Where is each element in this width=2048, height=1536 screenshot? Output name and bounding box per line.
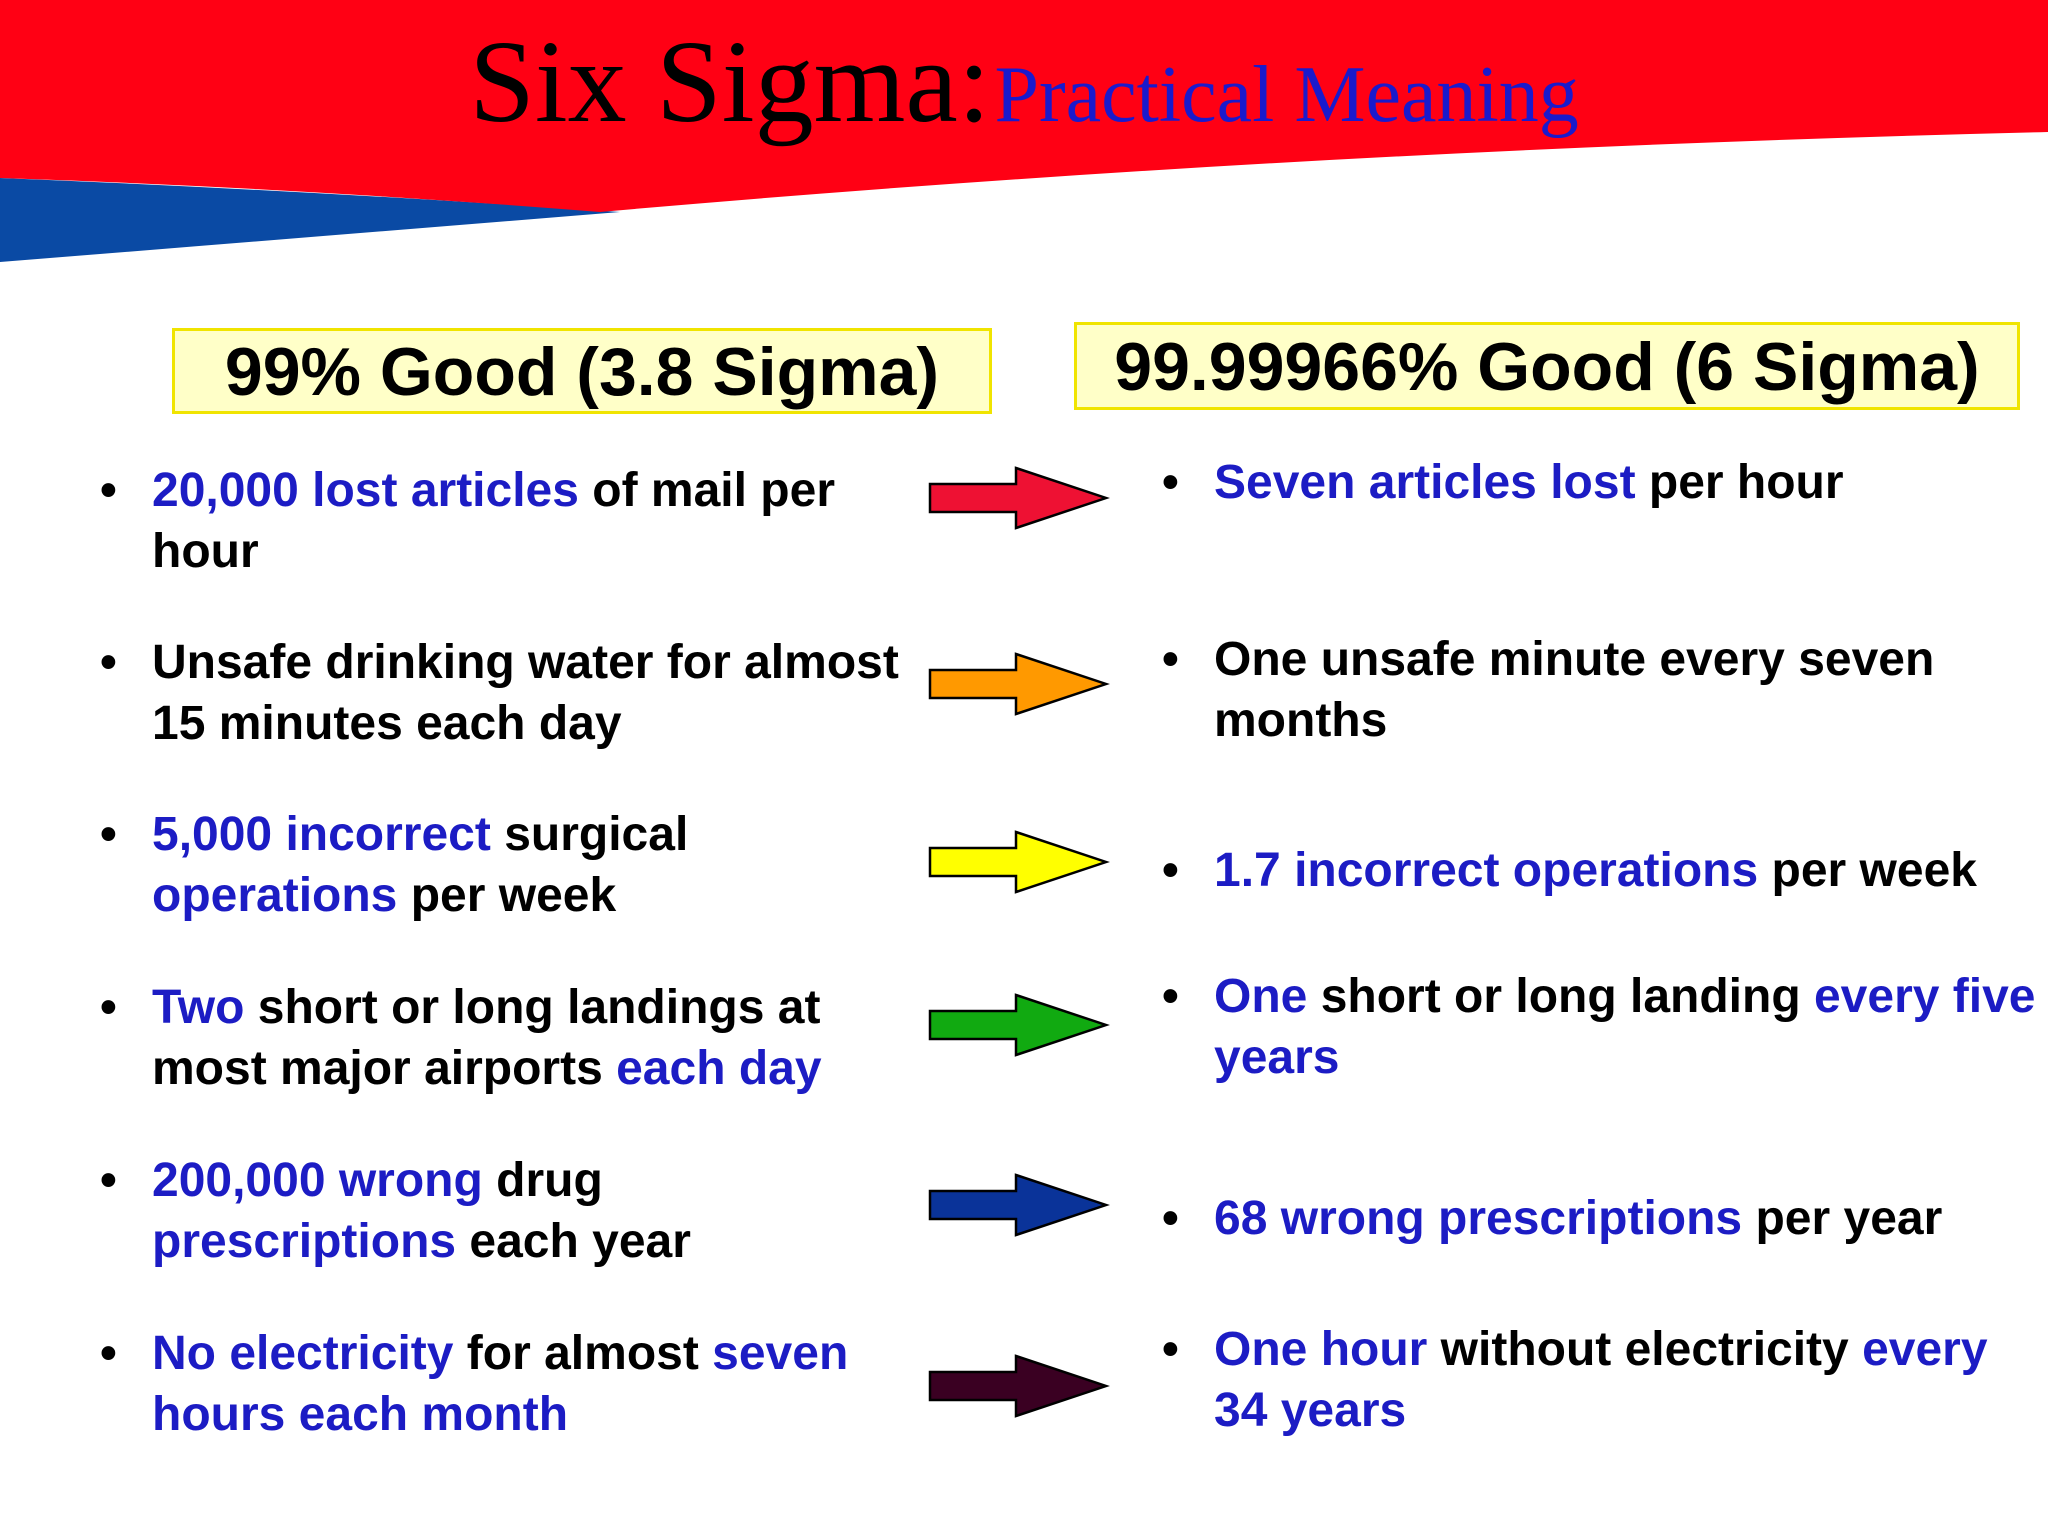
bullet-icon: •	[100, 464, 117, 517]
highlight-text: 68 wrong prescriptions	[1214, 1192, 1743, 1245]
highlight-text: operations	[152, 869, 398, 922]
header-3-8-sigma: 99% Good (3.8 Sigma)	[172, 328, 992, 414]
arrow-right-icon	[928, 993, 1110, 1057]
bullet-icon: •	[1162, 456, 1179, 509]
item-text: per year	[1742, 1192, 1943, 1245]
bullet-icon: •	[1162, 1192, 1179, 1245]
title-banner	[0, 0, 2048, 262]
arrow-right-icon	[928, 1173, 1110, 1237]
left-item-2: • Unsafe drinking water for almost 15 min…	[100, 632, 912, 754]
item-text: of mail per hour	[152, 464, 835, 578]
left-item-4: • Two short or long landings at most majo…	[100, 977, 912, 1099]
item-text: short or long landing	[1307, 970, 1814, 1023]
bullet-icon: •	[100, 1154, 117, 1207]
item-text: per week	[397, 869, 617, 922]
highlight-text: every 34 years	[1214, 1323, 1988, 1437]
item-text: each year	[456, 1215, 691, 1268]
item-text: per week	[1758, 844, 1977, 897]
highlight-text: 5,000 incorrect	[152, 808, 491, 861]
bullet-icon: •	[100, 808, 117, 861]
highlight-text: prescriptions	[152, 1215, 457, 1268]
highlight-text: 200,000 wrong	[152, 1154, 483, 1207]
highlight-text: No electricity	[152, 1327, 454, 1380]
title-sub: Practical Meaning	[994, 51, 1579, 139]
item-text: surgical	[490, 808, 689, 861]
highlight-text: Seven articles lost	[1214, 456, 1636, 509]
right-item-6: • One hour without electricity every 34 y…	[1162, 1319, 2044, 1441]
item-text: for almost	[453, 1327, 713, 1380]
arrow-right-icon	[928, 652, 1110, 716]
left-item-1: • 20,000 lost articles of mail per hour	[100, 460, 912, 582]
arrow-right-icon	[928, 830, 1110, 894]
title-main: Six Sigma:	[469, 16, 991, 147]
header-6-sigma: 99.99966% Good (6 Sigma)	[1074, 322, 2020, 410]
item-text: without electricity	[1427, 1323, 1863, 1376]
highlight-text: each day	[616, 1042, 822, 1095]
left-item-6: • No electricity for almost seven hours e…	[100, 1323, 912, 1445]
bullet-icon: •	[100, 981, 117, 1034]
right-item-1: • Seven articles lost per hour	[1162, 452, 2044, 513]
item-text: per hour	[1635, 456, 1844, 509]
item-text: Unsafe drinking water for almost 15 minu…	[152, 636, 899, 750]
highlight-text: One	[1214, 970, 1308, 1023]
highlight-text: seven hours each month	[152, 1327, 849, 1441]
page-title: Six Sigma: Practical Meaning	[0, 14, 2048, 150]
highlight-text: 1.7 incorrect operations	[1214, 844, 1759, 897]
highlight-text: Two	[152, 981, 245, 1034]
bullet-icon: •	[1162, 844, 1179, 897]
bullet-icon: •	[100, 1327, 117, 1380]
item-text: drug	[482, 1154, 603, 1207]
right-item-5: • 68 wrong prescriptions per year	[1162, 1188, 2044, 1249]
arrow-right-icon	[928, 466, 1110, 530]
arrow-right-icon	[928, 1354, 1110, 1418]
highlight-text: every five years	[1214, 970, 2036, 1084]
left-item-3: • 5,000 incorrect surgical operations per…	[100, 804, 912, 926]
right-item-3: • 1.7 incorrect operations per week	[1162, 840, 2044, 901]
banner-blue-swoosh	[0, 178, 620, 262]
highlight-text: 20,000 lost articles	[152, 464, 579, 517]
bullet-icon: •	[1162, 970, 1179, 1023]
bullet-icon: •	[1162, 1323, 1179, 1376]
banner-red-band	[0, 0, 2048, 212]
bullet-icon: •	[100, 636, 117, 689]
right-item-4: • One short or long landing every five ye…	[1162, 966, 2044, 1088]
right-item-2: • One unsafe minute every seven months	[1162, 629, 2044, 751]
item-text: short or long landings at most major air…	[152, 981, 821, 1095]
item-text: One unsafe minute every seven months	[1214, 633, 1935, 747]
bullet-icon: •	[1162, 633, 1179, 686]
left-item-5: • 200,000 wrong drug prescriptions each y…	[100, 1150, 912, 1272]
highlight-text: One hour	[1214, 1323, 1428, 1376]
